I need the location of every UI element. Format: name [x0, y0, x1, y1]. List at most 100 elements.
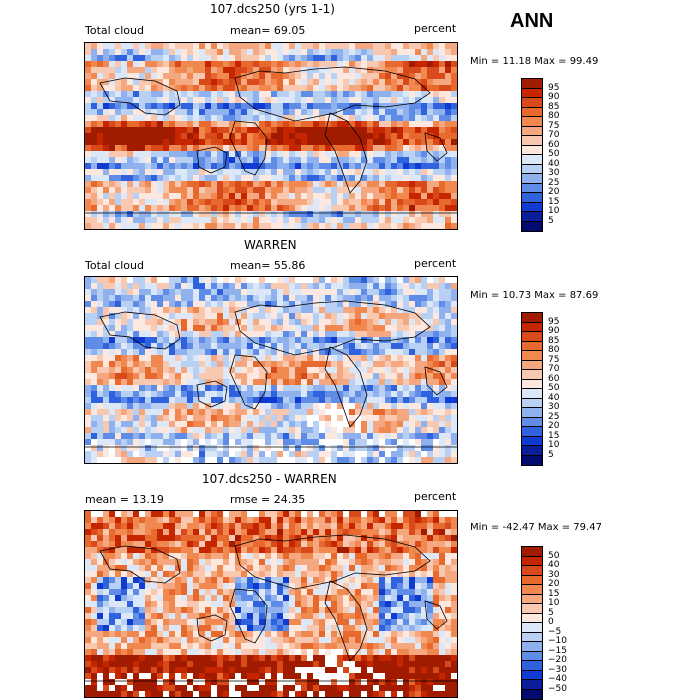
colorbar-label: 70 [548, 364, 560, 374]
colorbar-label: 50 [548, 149, 560, 159]
colorbar-swatch [522, 651, 542, 661]
colorbar-label: 20 [548, 421, 560, 431]
colorbar-label: −40 [548, 674, 567, 684]
colorbar-label: 15 [548, 196, 560, 207]
colorbar-swatch [522, 107, 542, 117]
colorbar-swatch [522, 436, 542, 446]
colorbar-label: −10 [548, 636, 567, 646]
colorbar-label: 20 [548, 579, 560, 589]
colorbar-label: 25 [548, 411, 560, 422]
colorbar-label: 5 [548, 607, 554, 618]
colorbar-swatch [522, 427, 542, 437]
colorbar-swatch [522, 117, 542, 127]
colorbar-swatch [522, 202, 542, 212]
colorbar [521, 312, 543, 466]
map-model [84, 42, 458, 230]
colorbar-swatch [522, 379, 542, 389]
colorbar-swatch [522, 575, 542, 585]
colorbar-label: 85 [548, 335, 560, 346]
colorbar-label: 30 [548, 569, 560, 580]
colorbar-swatch [522, 417, 542, 427]
colorbar-label: 80 [548, 345, 560, 355]
colorbar-label: 40 [548, 392, 560, 403]
colorbar [521, 546, 543, 700]
colorbar-swatch [522, 566, 542, 576]
colorbar-swatch [522, 623, 542, 633]
panel-title: 107.dcs250 - WARREN [202, 472, 337, 486]
colorbar-swatch [522, 164, 542, 174]
colorbar-label: 15 [548, 430, 560, 441]
colorbar-swatch [522, 670, 542, 680]
colorbar-label: 60 [548, 139, 560, 150]
colorbar-swatch [522, 680, 542, 690]
panel-minmax: Min = 10.73 Max = 87.69 [470, 290, 599, 301]
colorbar-swatch [522, 332, 542, 342]
panel-left-label: mean = 13.19 [85, 493, 164, 506]
colorbar-label: 50 [548, 383, 560, 393]
colorbar-label: 80 [548, 111, 560, 121]
colorbar-label: 95 [548, 82, 560, 93]
colorbar-swatch [522, 613, 542, 623]
panel-minmax: Min = -42.47 Max = 79.47 [470, 522, 602, 533]
panel-mean-label: rmse = 24.35 [230, 493, 306, 506]
colorbar-label: 85 [548, 101, 560, 112]
colorbar-swatch [522, 689, 542, 699]
panel-mean-label: mean= 69.05 [230, 24, 306, 37]
colorbar-label: 40 [548, 158, 560, 169]
panel-left-label: Total cloud [85, 24, 144, 37]
colorbar-label: 20 [548, 187, 560, 197]
colorbar-label: −5 [548, 626, 562, 637]
colorbar-swatch [522, 351, 542, 361]
cloud-field-map [85, 43, 457, 229]
season-label: ANN [510, 10, 554, 32]
colorbar-swatch [522, 212, 542, 222]
colorbar-label: 90 [548, 326, 560, 336]
panel-minmax: Min = 11.18 Max = 99.49 [470, 56, 599, 67]
colorbar-swatch [522, 604, 542, 614]
colorbar-label: 90 [548, 92, 560, 102]
panel-units-label: percent [414, 257, 457, 270]
colorbar-label: −30 [548, 664, 567, 675]
map-obs [84, 276, 458, 464]
colorbar-swatch [522, 322, 542, 332]
panel-units-label: percent [414, 490, 457, 503]
cloud-field-map [85, 511, 457, 697]
colorbar-swatch [522, 661, 542, 671]
colorbar-label: 30 [548, 168, 560, 178]
colorbar-swatch [522, 183, 542, 193]
colorbar-label: 5 [548, 449, 554, 460]
panel-mean-label: mean= 55.86 [230, 259, 306, 272]
colorbar-swatch [522, 547, 542, 557]
colorbar-label: 10 [548, 598, 560, 608]
colorbar-swatch [522, 408, 542, 418]
colorbar-label: 50 [548, 550, 560, 561]
colorbar-label: 60 [548, 373, 560, 384]
panel-title: 107.dcs250 (yrs 1-1) [210, 2, 335, 16]
colorbar-swatch [522, 594, 542, 604]
colorbar-swatch [522, 193, 542, 203]
colorbar-label: 0 [548, 617, 554, 627]
cloud-field-map [85, 277, 457, 463]
colorbar-swatch [522, 136, 542, 146]
colorbar-swatch [522, 221, 542, 231]
colorbar-swatch [522, 642, 542, 652]
colorbar-label: 75 [548, 354, 560, 365]
panel-title: WARREN [244, 238, 297, 252]
colorbar-label: 10 [548, 206, 560, 216]
map-diff [84, 510, 458, 698]
colorbar-label: 70 [548, 130, 560, 140]
colorbar-swatch [522, 145, 542, 155]
colorbar-label: −15 [548, 645, 567, 656]
colorbar-swatch [522, 632, 542, 642]
colorbar-swatch [522, 389, 542, 399]
colorbar-label: 10 [548, 440, 560, 450]
colorbar [521, 78, 543, 232]
colorbar-swatch [522, 446, 542, 456]
colorbar-swatch [522, 126, 542, 136]
colorbar-swatch [522, 370, 542, 380]
colorbar-swatch [522, 360, 542, 370]
colorbar-swatch [522, 398, 542, 408]
colorbar-swatch [522, 313, 542, 323]
colorbar-swatch [522, 98, 542, 108]
colorbar-label: −50 [548, 683, 567, 694]
